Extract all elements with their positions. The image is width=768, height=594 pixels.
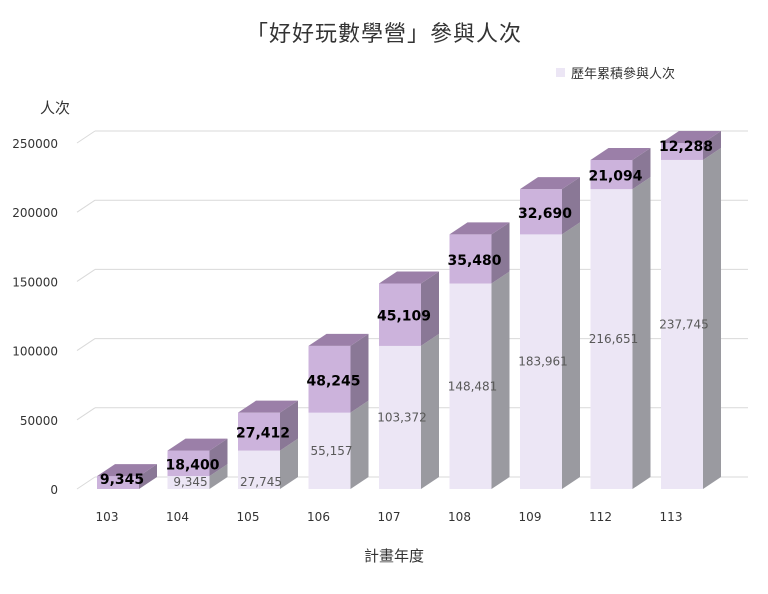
x-tick-label: 105 [237, 510, 260, 524]
bar-side-cumulative [421, 333, 439, 489]
bar-top [308, 333, 369, 346]
data-label-cumulative: 237,745 [659, 317, 709, 331]
bar-annual [449, 234, 492, 284]
gridline-depth [76, 268, 96, 282]
x-tick-label: 112 [589, 510, 612, 524]
bar-side-annual [350, 333, 369, 413]
x-tick-label: 109 [519, 510, 542, 524]
x-tick-label: 107 [378, 510, 401, 524]
bar-annual [661, 142, 703, 160]
bar-cumulative [379, 345, 421, 489]
legend-label-cumulative: 歷年累積參與人次 [571, 67, 676, 82]
data-label-annual: 27,412 [236, 426, 290, 442]
x-tick-label: 113 [660, 510, 683, 524]
bar-side-annual [562, 177, 580, 235]
data-label-cumulative: 27,745 [240, 475, 282, 489]
bar-top [379, 271, 439, 284]
data-label-annual: 35,480 [447, 253, 501, 269]
y-tick-label: 200000 [12, 206, 58, 220]
bar-top [238, 400, 298, 413]
data-label-annual: 48,245 [306, 373, 360, 389]
data-label-cumulative: 148,481 [448, 379, 498, 393]
bar-top [167, 438, 228, 451]
x-tick-label: 104 [166, 510, 189, 524]
bar-cumulative [520, 234, 562, 489]
bar-side-cumulative [632, 177, 651, 489]
bar-annual [238, 412, 280, 451]
bar-top [449, 222, 510, 235]
data-label-annual: 21,094 [588, 169, 642, 185]
y-tick-label: 50000 [20, 414, 58, 428]
bar-side-annual [139, 464, 157, 489]
y-tick-label: 150000 [12, 275, 58, 289]
gridline-depth [76, 476, 96, 490]
bar-top [661, 130, 721, 143]
x-axis-label: 計畫年度 [363, 547, 424, 565]
y-axis-label: 人次 [40, 99, 71, 117]
bar-side-cumulative [491, 271, 510, 489]
bar-top [590, 147, 651, 160]
bar-side-annual [280, 400, 298, 451]
bar-top [520, 177, 580, 190]
bar-cumulative [590, 189, 633, 489]
y-tick-label: 250000 [12, 137, 58, 151]
bar-cumulative [167, 476, 210, 489]
gridline-depth [76, 338, 96, 352]
data-label-cumulative: 103,372 [377, 410, 427, 424]
bar-cumulative [449, 283, 492, 489]
data-label-annual: 45,109 [377, 309, 431, 325]
x-tick-label: 108 [448, 510, 471, 524]
y-tick-label: 0 [50, 483, 58, 497]
bar-side-annual [703, 130, 721, 160]
data-label-cumulative: 9,345 [173, 475, 207, 489]
bar-side-annual [209, 438, 228, 477]
bar-annual [520, 189, 562, 235]
x-tick-label: 106 [307, 510, 330, 524]
data-label-annual: 18,400 [165, 457, 219, 473]
bar-side-cumulative [280, 438, 298, 489]
bar-cumulative [238, 450, 280, 489]
x-tick-label: 103 [96, 510, 119, 524]
data-label-cumulative: 183,961 [518, 355, 568, 369]
data-label-annual: 9,345 [100, 472, 144, 488]
bar-side-annual [491, 222, 510, 284]
data-label-annual: 12,288 [659, 139, 713, 155]
bar-cumulative [661, 159, 703, 489]
bar-side-cumulative [350, 400, 369, 489]
chart-title: 「好好玩數學營」參與人次 [245, 22, 522, 47]
bar-side-annual [632, 147, 651, 190]
bar-annual [97, 476, 139, 489]
legend: 歷年累積參與人次 [556, 63, 675, 82]
bar-annual [308, 345, 351, 413]
bar-side-annual [421, 271, 439, 346]
gridline-depth [76, 130, 96, 144]
bar-side-cumulative [209, 464, 228, 489]
data-label-cumulative: 216,651 [589, 332, 639, 346]
bar-annual [167, 450, 210, 477]
bar-annual [379, 283, 421, 346]
bar-annual [590, 159, 633, 190]
bar-side-cumulative [562, 222, 580, 489]
bar-side-cumulative [703, 147, 721, 489]
bar-top [97, 464, 157, 477]
data-label-cumulative: 55,157 [311, 444, 353, 458]
gridline-depth [76, 407, 96, 421]
legend-swatch-cumulative [556, 68, 565, 77]
data-label-annual: 32,690 [518, 206, 572, 222]
y-tick-label: 100000 [12, 345, 58, 359]
gridline-depth [76, 199, 96, 213]
bar-cumulative [308, 412, 351, 489]
